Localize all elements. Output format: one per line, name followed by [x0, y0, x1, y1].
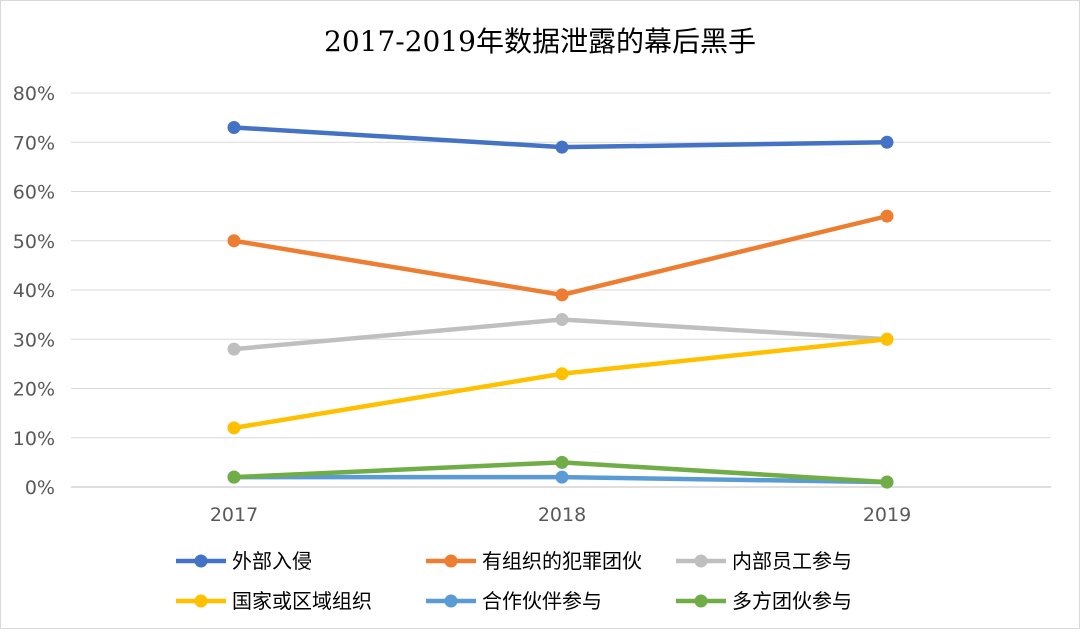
legend-label: 内部员工参与	[732, 549, 852, 573]
series-path	[231, 337, 890, 431]
legend-item: 合作伙伴参与	[426, 589, 602, 613]
y-tick-label: 30%	[13, 329, 55, 351]
legend-label: 合作伙伴参与	[482, 589, 602, 613]
series-lines	[227, 120, 894, 489]
series-path	[231, 213, 890, 298]
legend-item: 国家或区域组织	[176, 589, 372, 613]
data-point	[555, 313, 569, 327]
legend-item: 外部入侵	[176, 549, 312, 573]
data-point	[880, 475, 894, 489]
data-point	[555, 367, 569, 381]
series-line	[227, 332, 894, 435]
data-point	[227, 234, 241, 248]
data-point	[555, 140, 569, 154]
data-point	[555, 455, 569, 469]
legend-item: 有组织的犯罪团伙	[426, 549, 642, 573]
y-tick-label: 50%	[13, 231, 55, 253]
y-tick-label: 60%	[13, 182, 55, 204]
data-point	[880, 332, 894, 346]
legend-marker-icon	[194, 594, 208, 608]
data-point	[555, 470, 569, 484]
data-point	[227, 120, 241, 134]
series-line	[227, 313, 894, 356]
legend-item: 内部员工参与	[676, 549, 852, 573]
legend-marker-icon	[194, 554, 208, 568]
chart-title: 2017-2019年数据泄露的幕后黑手	[324, 25, 756, 58]
y-tick-label: 0%	[25, 477, 55, 499]
legend-item: 多方团伙参与	[676, 589, 852, 613]
x-tick-label: 2019	[863, 504, 911, 526]
legend-label: 有组织的犯罪团伙	[482, 549, 642, 573]
y-tick-label: 20%	[13, 379, 55, 401]
y-tick-label: 70%	[13, 132, 55, 154]
y-tick-label: 10%	[13, 428, 55, 450]
legend-marker-icon	[444, 554, 458, 568]
legend-marker-icon	[694, 594, 708, 608]
data-point	[880, 209, 894, 223]
data-point	[880, 135, 894, 149]
legend-label: 多方团伙参与	[732, 589, 852, 613]
legend-marker-icon	[694, 554, 708, 568]
y-axis-ticks: 0% 10% 20% 30% 40% 50% 60% 70% 80%	[13, 83, 55, 499]
data-point	[227, 470, 241, 484]
y-tick-label: 40%	[13, 280, 55, 302]
data-point	[555, 288, 569, 302]
y-tick-label: 80%	[13, 83, 55, 105]
legend-marker-icon	[444, 594, 458, 608]
legend-label: 外部入侵	[232, 549, 312, 573]
data-point	[227, 342, 241, 356]
series-line	[227, 120, 894, 154]
x-axis-ticks: 2017 2018 2019	[210, 504, 911, 526]
data-point	[227, 421, 241, 435]
series-line	[227, 455, 894, 489]
legend-label: 国家或区域组织	[232, 589, 372, 613]
series-line	[227, 209, 894, 302]
x-tick-label: 2017	[210, 504, 258, 526]
x-tick-label: 2018	[538, 504, 586, 526]
